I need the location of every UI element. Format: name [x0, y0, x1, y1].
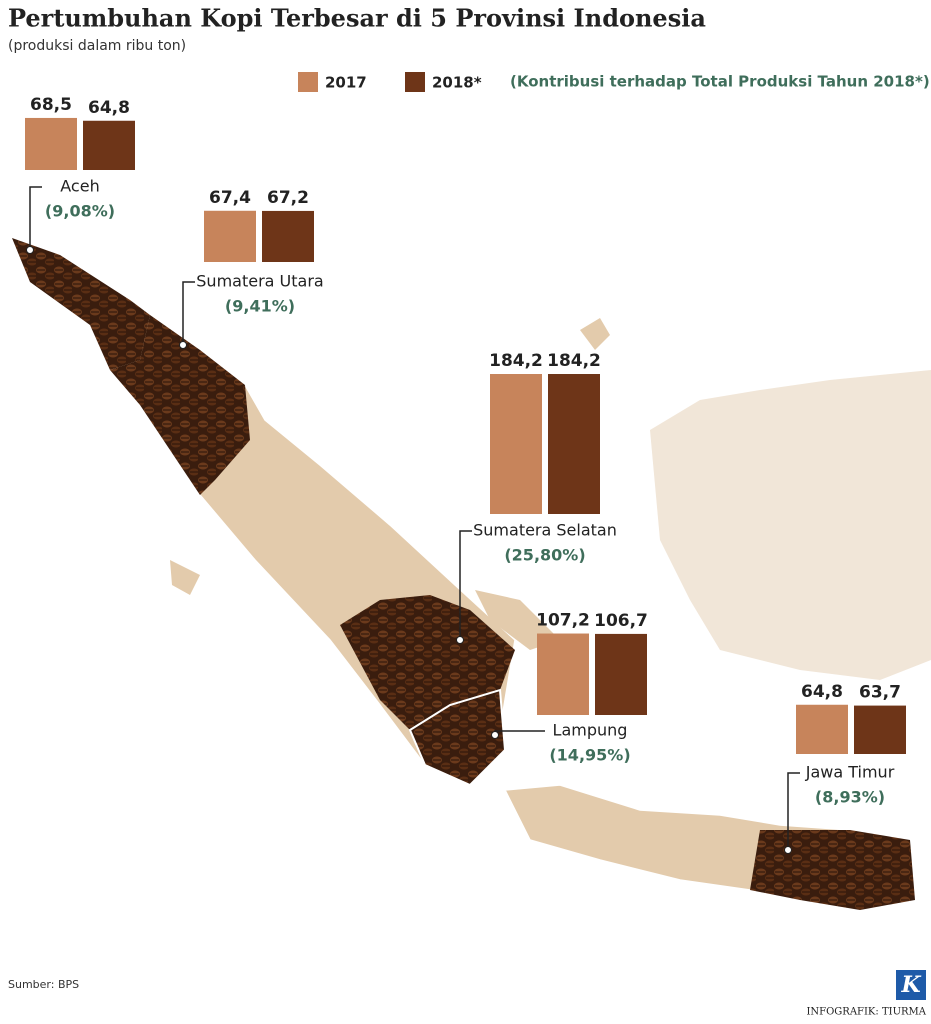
lampung-coffee [408, 688, 507, 787]
value-label: 63,7 [859, 683, 901, 703]
leader-dot [26, 246, 34, 254]
leader-dot [456, 636, 464, 644]
bar [595, 633, 647, 715]
sumut-coffee [110, 315, 250, 495]
legend-label: 2018* [432, 74, 482, 92]
province-label: Sumatera Utara [196, 272, 323, 291]
logo: K [900, 972, 921, 998]
sulawesi-tip [580, 318, 610, 350]
value-label: 67,2 [267, 188, 309, 208]
credit: INFOGRAFIK: TIURMA [806, 1007, 926, 1018]
legend-note: (Kontribusi terhadap Total Produksi Tahu… [510, 73, 930, 91]
source: Sumber: BPS [8, 978, 79, 991]
province-label: Sumatera Selatan [473, 521, 617, 540]
map [10, 236, 931, 911]
kalimantan [650, 370, 931, 680]
legend-swatch [405, 72, 425, 92]
bar [262, 210, 314, 262]
leader-line [182, 281, 195, 345]
jatim-coffee [750, 830, 915, 910]
sumsel-coffee [340, 595, 515, 730]
contribution-label: (8,93%) [815, 788, 885, 807]
bar [83, 120, 135, 170]
contribution-label: (25,80%) [504, 546, 585, 565]
value-label: 68,5 [30, 95, 72, 115]
value-label: 184,2 [489, 351, 543, 371]
value-label: 64,8 [88, 98, 130, 118]
logo-box [896, 970, 926, 1000]
contribution-label: (9,08%) [45, 202, 115, 221]
leader-dot [491, 731, 499, 739]
province-label: Aceh [60, 177, 99, 196]
value-label: 67,4 [209, 188, 251, 208]
bar [854, 705, 906, 754]
legend-swatch [298, 72, 318, 92]
leader-line [787, 772, 800, 850]
value-label: 106,7 [594, 611, 648, 631]
bar [537, 633, 589, 715]
value-label: 184,2 [547, 351, 601, 371]
legend-label: 2017 [325, 74, 367, 92]
leader-dot [784, 846, 792, 854]
bar [548, 374, 600, 514]
bar [490, 374, 542, 514]
bar [796, 704, 848, 754]
leader-line [459, 530, 472, 640]
leader-line [29, 186, 42, 250]
province-label: Lampung [553, 721, 628, 740]
aceh-coffee [12, 238, 150, 370]
bar [204, 210, 256, 262]
province-label: Jawa Timur [805, 763, 895, 782]
title: Pertumbuhan Kopi Terbesar di 5 Provinsi … [8, 4, 706, 33]
value-label: 64,8 [801, 682, 843, 702]
leader-dot [179, 341, 187, 349]
contribution-label: (14,95%) [549, 746, 630, 765]
value-label: 107,2 [536, 611, 590, 631]
bar [25, 117, 77, 170]
islands [170, 560, 560, 650]
subtitle: (produksi dalam ribu ton) [8, 38, 186, 54]
contribution-label: (9,41%) [225, 297, 295, 316]
